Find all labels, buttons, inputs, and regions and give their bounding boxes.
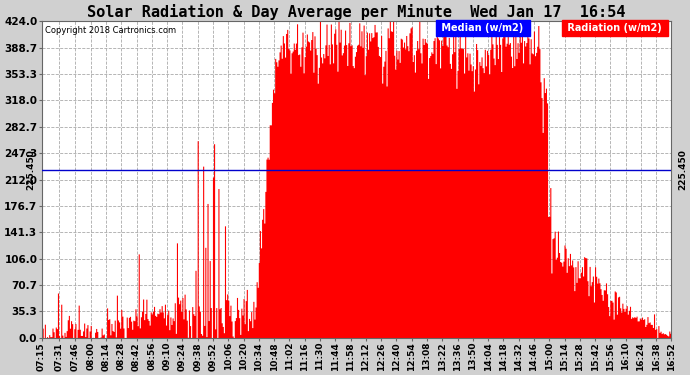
Text: 225.450: 225.450 [678,149,687,190]
Text: Copyright 2018 Cartronics.com: Copyright 2018 Cartronics.com [45,26,176,35]
Title: Solar Radiation & Day Average per Minute  Wed Jan 17  16:54: Solar Radiation & Day Average per Minute… [88,4,626,20]
Text: Median (w/m2): Median (w/m2) [438,23,527,33]
Text: Radiation (w/m2): Radiation (w/m2) [564,23,666,33]
Text: 225.450: 225.450 [26,149,35,190]
